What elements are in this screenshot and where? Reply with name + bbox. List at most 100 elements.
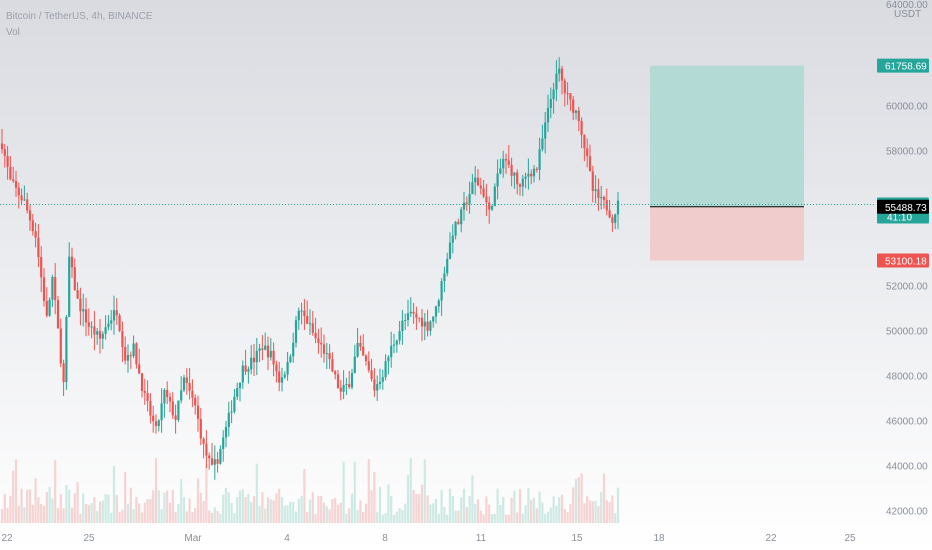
candle-body bbox=[62, 363, 65, 383]
candle-body bbox=[597, 189, 600, 198]
candle-body bbox=[552, 89, 555, 100]
volume-bar bbox=[146, 498, 149, 523]
time-tick-label: 15 bbox=[571, 533, 583, 544]
candle-body bbox=[496, 173, 499, 187]
volume-bar bbox=[530, 499, 533, 523]
volume-bar bbox=[322, 502, 326, 523]
volume-bar bbox=[476, 499, 480, 523]
candle-body bbox=[510, 164, 513, 176]
candle-body bbox=[521, 178, 524, 187]
candle-body bbox=[73, 267, 76, 291]
volume-bar bbox=[591, 501, 594, 523]
candle-body bbox=[180, 390, 183, 401]
candle-body bbox=[135, 343, 138, 365]
candle-body bbox=[12, 179, 15, 182]
candle-body bbox=[432, 316, 435, 322]
volume-bar bbox=[303, 468, 306, 523]
volume-bar bbox=[42, 505, 46, 523]
volume-bar bbox=[538, 491, 541, 523]
volume-bar bbox=[614, 513, 617, 523]
candle-body bbox=[250, 357, 253, 370]
candle-body bbox=[236, 388, 239, 397]
long-position-tool[interactable] bbox=[650, 65, 804, 261]
candle-body bbox=[392, 344, 396, 346]
volume-bar bbox=[107, 494, 110, 523]
candle-body bbox=[558, 68, 561, 74]
candle-body bbox=[70, 256, 74, 268]
volume-bar bbox=[70, 507, 74, 523]
candle-body bbox=[194, 397, 197, 406]
candle-body bbox=[275, 364, 278, 372]
candle-body bbox=[429, 321, 432, 331]
volume-bar bbox=[311, 492, 314, 523]
candle-body bbox=[54, 277, 57, 301]
time-tick-label: 25 bbox=[844, 533, 856, 544]
volume-bar bbox=[320, 495, 323, 523]
candle-body bbox=[331, 359, 334, 372]
candle-body bbox=[191, 390, 194, 398]
volume-bar bbox=[611, 495, 614, 523]
volume-bar bbox=[586, 496, 589, 523]
candle-body bbox=[426, 321, 429, 331]
candle-body bbox=[468, 194, 471, 204]
candle-body bbox=[241, 365, 244, 383]
volume-bar bbox=[306, 512, 309, 523]
volume-bar bbox=[502, 497, 505, 523]
candle-body bbox=[20, 195, 23, 201]
candle-body bbox=[364, 355, 368, 362]
volume-bar bbox=[353, 461, 356, 523]
candle-body bbox=[404, 319, 407, 321]
time-tick-label: 18 bbox=[653, 533, 665, 544]
candle-body bbox=[378, 381, 382, 385]
volume-bar bbox=[188, 498, 191, 523]
target-zone[interactable] bbox=[650, 65, 804, 207]
candle-body bbox=[401, 320, 404, 332]
volume-bar bbox=[17, 505, 20, 523]
candle-body bbox=[384, 361, 387, 378]
candle-body bbox=[499, 168, 502, 174]
candle-body bbox=[406, 313, 410, 320]
volume-bar bbox=[112, 465, 116, 523]
volume-bar bbox=[163, 492, 166, 523]
candle-body bbox=[216, 459, 219, 464]
volume-bar bbox=[208, 510, 211, 523]
candle-body bbox=[149, 400, 152, 416]
candle-body bbox=[278, 371, 281, 383]
candle-body bbox=[84, 309, 88, 323]
volume-bar bbox=[409, 458, 412, 523]
volume-bar bbox=[185, 511, 188, 523]
candle-body bbox=[185, 377, 188, 383]
volume-bar bbox=[521, 514, 524, 523]
volume-bar bbox=[401, 509, 404, 523]
stop-zone[interactable] bbox=[650, 206, 804, 261]
volume-bar bbox=[177, 503, 180, 523]
candle-body bbox=[457, 221, 460, 225]
candle-body bbox=[199, 418, 202, 439]
volume-bar bbox=[616, 487, 620, 523]
volume-bar bbox=[328, 509, 331, 523]
volume-bar bbox=[289, 501, 292, 523]
candle-body bbox=[356, 342, 359, 357]
volume-bar bbox=[518, 489, 522, 523]
candle-body bbox=[93, 326, 96, 335]
time-axis[interactable]: 22 25 Mar 4 8 11 15 18 22 25 bbox=[1, 533, 856, 544]
volume-bar bbox=[336, 504, 340, 523]
volume-bar bbox=[474, 503, 477, 523]
volume-bar bbox=[166, 490, 169, 523]
volume-bar bbox=[451, 495, 454, 523]
volume-bar bbox=[37, 497, 40, 523]
volume-bar bbox=[362, 511, 365, 523]
volume-bar bbox=[583, 503, 586, 523]
volume-bar bbox=[334, 497, 337, 523]
volume-bar bbox=[23, 507, 26, 523]
candle-body bbox=[34, 231, 37, 238]
candle-body bbox=[126, 355, 130, 361]
candle-body bbox=[616, 200, 620, 215]
candle-body bbox=[348, 384, 351, 388]
candle-body bbox=[210, 458, 214, 465]
price-axis[interactable]: 42000.00 44000.00 46000.00 48000.00 50000.00… bbox=[886, 0, 928, 517]
volume-bar bbox=[493, 513, 496, 523]
volume-bar bbox=[28, 489, 32, 523]
volume-bar bbox=[527, 488, 530, 523]
